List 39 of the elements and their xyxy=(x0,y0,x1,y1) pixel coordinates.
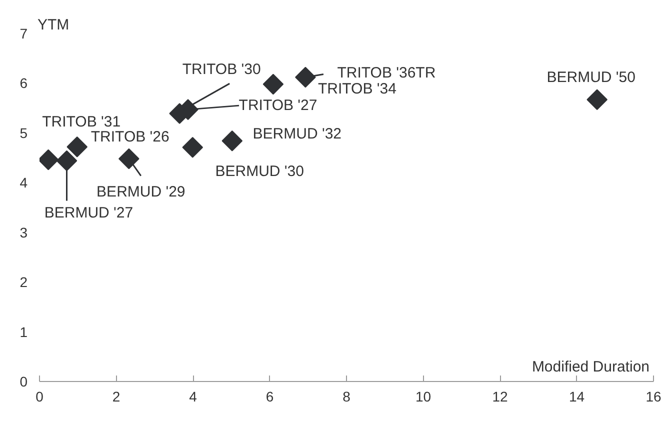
point xyxy=(222,130,243,152)
x-tick-label: 6 xyxy=(266,388,274,404)
x-tick-label: 4 xyxy=(189,388,198,404)
annotation: BERMUD '29 xyxy=(96,183,186,200)
point xyxy=(262,74,284,95)
point xyxy=(40,149,59,170)
point xyxy=(295,66,316,88)
y-tick-label: 6 xyxy=(20,75,28,92)
x-tick-label: 10 xyxy=(415,388,432,404)
annotation: TRITOB '30 xyxy=(182,61,261,78)
point xyxy=(182,136,204,158)
annotation: TRITOB '27 xyxy=(238,97,318,114)
x-tick-label: 0 xyxy=(36,388,44,404)
x-tick-label: 16 xyxy=(646,388,662,404)
point xyxy=(66,136,88,158)
x-tick-label: 8 xyxy=(342,388,351,404)
annotation: TRITOB '31 xyxy=(42,113,121,130)
y-tick-label: 3 xyxy=(20,224,28,240)
y-tick-label: 1 xyxy=(20,324,28,340)
point xyxy=(56,150,78,172)
point xyxy=(118,148,140,170)
x-tick-label: 2 xyxy=(112,388,120,404)
annotation: BERMUD '32 xyxy=(252,125,342,142)
annotation: TRITOB '36TR xyxy=(337,64,436,82)
annotation: BERMUD '27 xyxy=(44,204,134,222)
y-tick-label: 4 xyxy=(20,174,28,191)
x-axis-title: Modified Duration xyxy=(532,358,650,376)
annotation: BERMUD '30 xyxy=(215,162,304,180)
annotation: TRITOB '26 xyxy=(90,128,170,146)
annotation: TRITOB '34 xyxy=(318,80,396,98)
x-tick-label: 14 xyxy=(568,388,585,404)
y-tick-label: 5 xyxy=(20,124,28,141)
y-tick-label: 0 xyxy=(20,374,28,390)
y-tick-label: 2 xyxy=(20,274,28,290)
annotation: BERMUD '50 xyxy=(546,69,636,86)
point xyxy=(586,89,608,110)
y-tick-label: 7 xyxy=(20,26,28,42)
y-axis-title: YTM xyxy=(38,16,70,34)
x-tick-label: 12 xyxy=(492,388,508,404)
